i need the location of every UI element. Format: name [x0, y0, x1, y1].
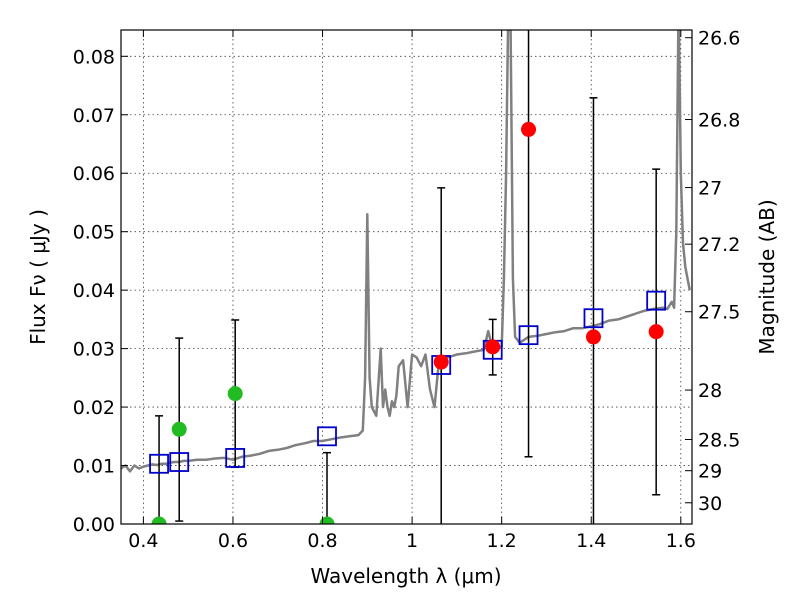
y-tick-label: 0.03: [73, 339, 115, 361]
nir-point: [485, 339, 501, 355]
nir-point: [648, 324, 664, 340]
y2-tick-label: 27: [698, 178, 722, 200]
y2-tick-label: 30: [698, 493, 722, 515]
y2-tick-label: 27.2: [698, 234, 740, 256]
x-tick-label: 1: [406, 530, 418, 552]
y-tick-label: 0.00: [73, 514, 115, 536]
y2-axis-title: Magnitude (AB): [755, 199, 779, 354]
axis-ticks: [121, 30, 692, 525]
model-square-point: [583, 308, 604, 329]
optical-point: [319, 516, 335, 524]
x-tick-label: 1.6: [666, 530, 696, 552]
x-axis-title: Wavelength λ (μm): [310, 564, 501, 588]
nir-point: [585, 329, 601, 345]
model-square-point: [169, 452, 190, 472]
x-tick-label: 1.4: [576, 530, 606, 552]
error-bars: [155, 30, 661, 524]
y-axis-title: Flux Fν ( μJy ): [26, 209, 50, 345]
grid-lines: [121, 30, 692, 525]
model-square-point: [518, 325, 539, 346]
y-tick-label: 0.08: [73, 46, 115, 68]
y-tick-label: 0.07: [73, 105, 115, 127]
y-tick-label: 0.02: [73, 397, 115, 419]
x-tick-label: 0.8: [307, 530, 337, 552]
y2-tick-label: 28.5: [698, 429, 740, 451]
y2-tick-label: 28: [698, 380, 722, 402]
model-square-point: [225, 448, 246, 468]
x-tick-label: 1.2: [487, 530, 517, 552]
y-tick-labels: 0.00 0.01 0.02 0.03 0.04 0.05 0.06 0.07 0.08: [73, 46, 115, 536]
x-tick-labels: 0.4 0.6 0.8 1 1.2 1.4 1.6: [128, 530, 696, 552]
y-tick-label: 0.06: [73, 163, 115, 185]
model-square-point: [149, 453, 169, 474]
y2-tick-label: 29: [698, 461, 722, 483]
model-spectrum-path: [121, 30, 692, 473]
optical-point: [227, 386, 243, 402]
y2-tick-labels: 26.6 26.8 27 27.2 27.5 28 28.5 29 30: [698, 28, 740, 515]
model-square-point: [317, 426, 337, 447]
optical-point: [171, 421, 187, 437]
model-square-point: [646, 290, 667, 311]
model-photometry-squares: [149, 290, 667, 474]
model-spectrum-line: [121, 30, 692, 473]
x-tick-label: 0.4: [128, 530, 158, 552]
y-tick-label: 0.04: [73, 280, 115, 302]
y-tick-label: 0.01: [73, 456, 115, 478]
y2-tick-label: 26.8: [698, 110, 740, 132]
nir-point: [433, 354, 449, 370]
plot-frame: [120, 29, 693, 525]
y2-tick-label: 26.6: [698, 28, 740, 50]
x-tick-label: 0.6: [218, 530, 248, 552]
nir-point: [521, 121, 537, 137]
observed-points: [151, 121, 664, 524]
y-tick-label: 0.05: [73, 222, 115, 244]
optical-point: [151, 516, 167, 524]
y2-tick-label: 27.5: [698, 302, 740, 324]
